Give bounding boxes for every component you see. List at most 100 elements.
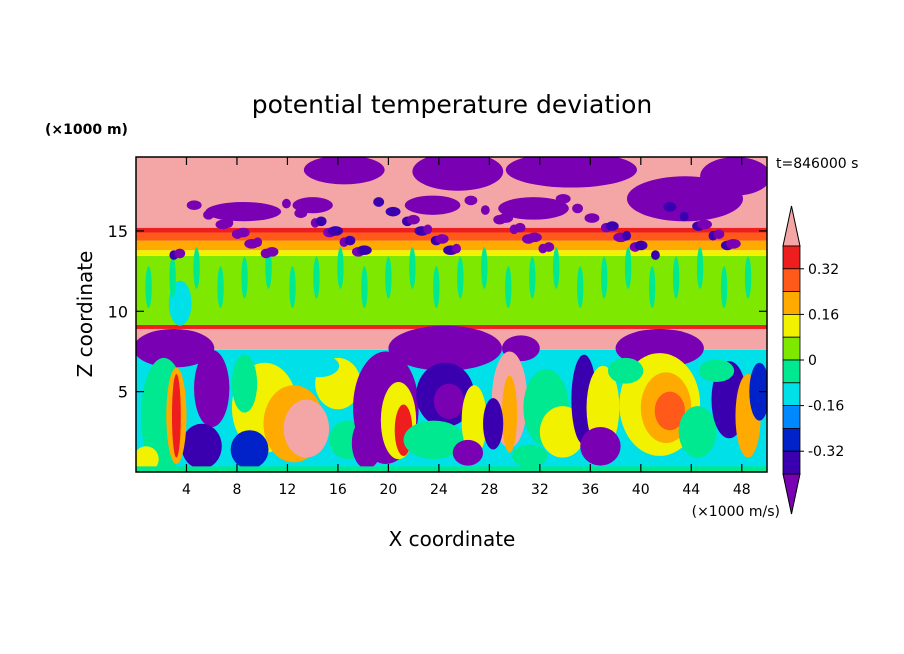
contour-blob [344, 235, 356, 246]
contour-blob [298, 354, 340, 378]
contour-blob [526, 232, 542, 243]
contour-blob [181, 423, 222, 469]
x-tick-label: 40 [632, 482, 650, 498]
contour-blob [337, 247, 344, 289]
contour-blob [205, 202, 282, 222]
contour-blob [457, 256, 464, 299]
colorbar-band [782, 427, 801, 452]
x-tick-label: 32 [531, 482, 549, 498]
contour-blob [501, 375, 518, 453]
colorbar-label: -0.16 [808, 399, 844, 415]
x-tick-label: 36 [581, 482, 599, 498]
contour-blob [356, 245, 372, 256]
contour-blob [580, 427, 621, 466]
contour-blob [294, 208, 308, 219]
x-tick-label: 16 [329, 482, 347, 498]
x-tick-label: 24 [430, 482, 448, 498]
x-tick-label: 4 [182, 482, 191, 498]
contour-blob [498, 213, 514, 223]
colorbar-band [782, 405, 801, 429]
contour-blob [145, 266, 152, 309]
contour-blob [289, 266, 296, 309]
contour-blob [464, 195, 478, 206]
colorbar-label: 0.16 [808, 307, 839, 323]
contour-blob [241, 256, 248, 299]
contour-blob [601, 256, 608, 299]
contour-blob [700, 157, 767, 196]
colorbar-band [782, 268, 801, 292]
contour-blob [433, 266, 440, 309]
contour-blob [193, 247, 200, 289]
contour-blob [678, 406, 717, 458]
contour-blob [328, 226, 343, 236]
contour-blob [361, 266, 368, 309]
contour-blob [217, 266, 224, 309]
x-unit-label: (×1000 m/s) [692, 504, 780, 520]
contour-blob [303, 157, 385, 185]
x-tick-label: 48 [733, 482, 751, 498]
colorbar-band [782, 336, 801, 361]
contour-blob [315, 216, 327, 227]
colorbar-label: 0.32 [808, 262, 839, 278]
contour-blob [480, 205, 490, 215]
contour-blob [696, 247, 704, 289]
contour-blob [679, 211, 689, 222]
contour-blob [186, 200, 202, 211]
contour-blob [265, 247, 279, 257]
contour-blob [481, 247, 488, 289]
colorbar-band [782, 450, 801, 475]
contour-blob [385, 256, 392, 299]
y-tick-label: 15 [108, 222, 128, 241]
chart-title: potential temperature deviation [252, 90, 652, 119]
contour-blob [654, 391, 685, 431]
x-tick-label: 28 [480, 482, 498, 498]
contour-band [136, 255, 767, 325]
contour-blob [512, 444, 548, 468]
colorbar-band [782, 382, 801, 406]
contour-blob [231, 354, 258, 413]
x-axis: 4 8 12 16 20 24 28 32 36 40 44 48 [182, 157, 751, 498]
contour-blob [230, 430, 269, 469]
contour-blob [423, 224, 433, 235]
contour-blob [514, 222, 526, 233]
contour-blob [529, 256, 536, 299]
contour-blob [388, 325, 502, 371]
colorbar: 0.32 0.16 0 -0.16 -0.32 [782, 205, 844, 515]
contour-blob [483, 398, 504, 450]
y-unit-label: (×1000 m) [45, 122, 128, 138]
contour-blob [649, 266, 656, 309]
colorbar-band [782, 291, 801, 315]
colorbar-label: 0 [808, 353, 817, 369]
contour-blob [136, 328, 215, 368]
contour-blob [169, 256, 176, 299]
contour-blob [224, 218, 234, 228]
contour-field [136, 157, 767, 472]
contour-blob [505, 266, 512, 309]
contour-blob [406, 214, 420, 225]
x-tick-label: 12 [279, 482, 297, 498]
contour-blob [663, 202, 677, 212]
contour-blob [174, 248, 186, 259]
contour-blob [194, 349, 230, 427]
x-tick-label: 8 [232, 482, 241, 498]
contour-blob [584, 213, 600, 223]
contour-blob [725, 238, 741, 249]
contour-blob [461, 385, 487, 456]
contour-blob [672, 256, 680, 299]
contour-blob [749, 362, 767, 421]
contour-blob [615, 328, 704, 368]
contour-blob [404, 195, 461, 215]
contour-blob [435, 234, 449, 244]
contour-blob [253, 237, 263, 247]
contour-blob [651, 250, 660, 260]
y-tick-label: 10 [108, 302, 128, 321]
x-tick-label: 44 [682, 482, 700, 498]
x-tick-label: 20 [379, 482, 397, 498]
time-label: t=846000 s [776, 156, 858, 172]
colorbar-bottom-arrow [782, 473, 801, 515]
contour-blob [498, 197, 569, 220]
contour-blob [385, 206, 401, 217]
colorbar-band [782, 313, 801, 338]
contour-blob [605, 221, 619, 231]
contour-blob [625, 247, 632, 289]
